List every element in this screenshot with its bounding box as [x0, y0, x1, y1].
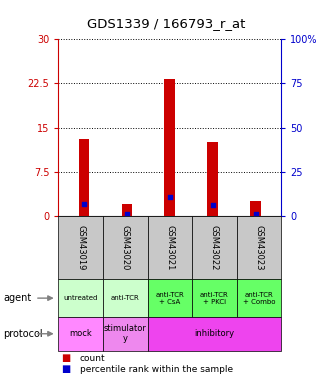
Bar: [207, 142, 218, 216]
Text: protocol: protocol: [3, 329, 43, 339]
Text: ■: ■: [62, 364, 71, 374]
Text: GDS1339 / 166793_r_at: GDS1339 / 166793_r_at: [87, 17, 246, 30]
Text: inhibitory: inhibitory: [194, 329, 234, 338]
Text: GSM43023: GSM43023: [254, 225, 264, 270]
Text: anti-TCR
+ Combo: anti-TCR + Combo: [243, 292, 275, 304]
Text: stimulator
y: stimulator y: [104, 324, 147, 344]
Text: mock: mock: [69, 329, 92, 338]
Point: [210, 202, 215, 208]
Text: anti-TCR: anti-TCR: [111, 295, 140, 301]
Text: GSM43020: GSM43020: [121, 225, 130, 270]
Text: anti-TCR
+ CsA: anti-TCR + CsA: [156, 292, 184, 304]
Text: agent: agent: [3, 293, 32, 303]
Text: count: count: [80, 354, 106, 363]
Text: anti-TCR
+ PKCi: anti-TCR + PKCi: [200, 292, 229, 304]
Text: GSM43019: GSM43019: [76, 225, 85, 270]
Point: [124, 210, 130, 216]
Text: untreated: untreated: [63, 295, 98, 301]
Point: [81, 201, 87, 207]
Text: GSM43021: GSM43021: [165, 225, 174, 270]
Point: [253, 211, 258, 217]
Point: [167, 194, 172, 200]
Bar: [122, 204, 132, 216]
Bar: [250, 201, 261, 216]
Bar: [79, 139, 89, 216]
Text: percentile rank within the sample: percentile rank within the sample: [80, 365, 233, 374]
Bar: [165, 80, 175, 216]
Text: GSM43022: GSM43022: [210, 225, 219, 270]
Text: ■: ■: [62, 353, 71, 363]
